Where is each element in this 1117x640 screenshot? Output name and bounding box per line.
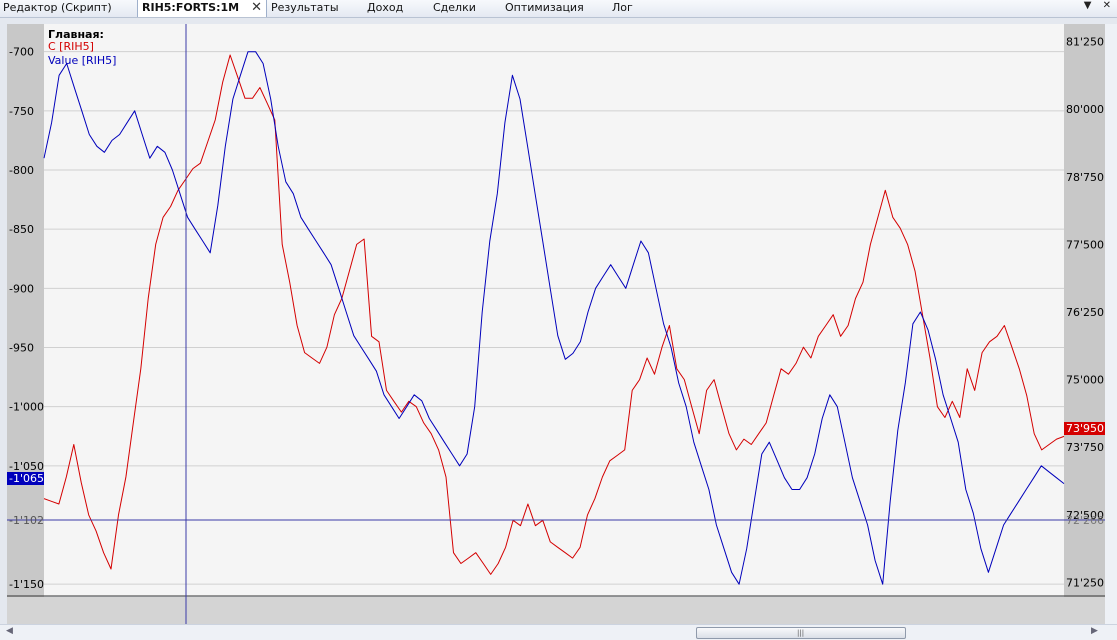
legend-series-c: C [RIH5] bbox=[48, 40, 94, 53]
right-tick-label: 81'250 bbox=[1066, 36, 1104, 49]
tab-bar: Редактор (Скрипт) RIH5:FORTS:1M ✕ Резуль… bbox=[0, 0, 1117, 18]
tab-optimization[interactable]: Оптимизация bbox=[505, 1, 584, 14]
series-line-value bbox=[43, 51, 1065, 585]
tab-deals[interactable]: Сделки bbox=[433, 1, 476, 14]
left-tick-label: -900 bbox=[9, 282, 34, 295]
tab-chart-label: RIH5:FORTS:1M bbox=[142, 1, 240, 14]
crosshair-right-label: 72'266 bbox=[1066, 514, 1104, 527]
tab-editor[interactable]: Редактор (Скрипт) bbox=[3, 1, 112, 14]
scroll-left-icon[interactable]: ◀ bbox=[6, 626, 13, 636]
right-axis-panel bbox=[1064, 24, 1105, 597]
right-axis-ticks: 81'250 80'000 78'750 77'500 76'250 75'000 73'7… bbox=[1066, 36, 1104, 590]
tab-log[interactable]: Лог bbox=[612, 1, 633, 14]
tab-chart[interactable]: RIH5:FORTS:1M ✕ bbox=[137, 0, 267, 17]
left-last-value-badge bbox=[7, 472, 44, 485]
dropdown-arrow-icon[interactable]: ▼ bbox=[1083, 0, 1092, 11]
pin-icon[interactable]: ✕ bbox=[1102, 0, 1111, 11]
legend-series-value: Value [RIH5] bbox=[48, 54, 116, 67]
chart-window: -700 -750 -800 -850 -900 -950 -1'000 -1'050 -1'1… bbox=[0, 18, 1117, 639]
left-tick-label: -950 bbox=[9, 342, 34, 355]
scroll-right-icon[interactable]: ▶ bbox=[1091, 626, 1098, 636]
left-axis-panel bbox=[7, 24, 44, 597]
left-last-value: -1'065 bbox=[9, 472, 44, 485]
scroll-grip-icon: ||| bbox=[797, 629, 805, 637]
right-tick-label: 73'750 bbox=[1066, 441, 1104, 454]
right-last-value: 73'950 bbox=[1066, 422, 1104, 435]
right-tick-label: 77'500 bbox=[1066, 238, 1104, 251]
crosshair-left-label: -1'102 bbox=[9, 514, 44, 527]
horizontal-scrollbar[interactable]: ◀ ||| ▶ bbox=[0, 624, 1117, 640]
right-tick-label: 80'000 bbox=[1066, 103, 1104, 116]
tabbar-controls: ▼ ✕ bbox=[1076, 0, 1111, 11]
close-icon[interactable]: ✕ bbox=[251, 0, 262, 15]
left-tick-label: -1'050 bbox=[9, 460, 44, 473]
grid-lines bbox=[44, 51, 1064, 585]
right-tick-label: 78'750 bbox=[1066, 171, 1104, 184]
left-tick-label: -750 bbox=[9, 105, 34, 118]
left-tick-label: -800 bbox=[9, 164, 34, 177]
scroll-thumb[interactable]: ||| bbox=[696, 627, 906, 639]
right-last-value-badge bbox=[1064, 422, 1105, 435]
tab-income[interactable]: Доход bbox=[367, 1, 404, 14]
series-line-c bbox=[43, 54, 1065, 575]
series-layer bbox=[43, 51, 1065, 585]
right-tick-label: 71'250 bbox=[1066, 576, 1104, 589]
price-chart[interactable]: -700 -750 -800 -850 -900 -950 -1'000 -1'050 -1'1… bbox=[0, 18, 1117, 639]
right-tick-label: 75'000 bbox=[1066, 374, 1104, 387]
left-tick-label: -700 bbox=[9, 46, 34, 59]
left-tick-label: -1'000 bbox=[9, 401, 44, 414]
left-axis-ticks: -700 -750 -800 -850 -900 -950 -1'000 -1'050 -1'1… bbox=[9, 46, 44, 592]
legend-title: Главная: bbox=[48, 28, 104, 41]
right-tick-label: 76'250 bbox=[1066, 306, 1104, 319]
left-tick-label: -850 bbox=[9, 223, 34, 236]
left-tick-label: -1'150 bbox=[9, 578, 44, 591]
time-axis-panel bbox=[7, 597, 1105, 624]
tab-results[interactable]: Результаты bbox=[271, 1, 339, 14]
right-tick-label: 72'500 bbox=[1066, 509, 1104, 522]
